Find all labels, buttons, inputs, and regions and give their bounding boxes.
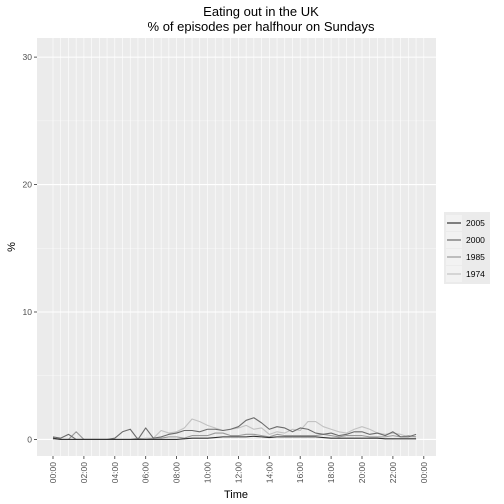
x-axis: 00:00 02:00 04:00 06:00 08:00 10:00 12:00 14:00… <box>48 456 429 483</box>
x-tick-label: 20:00 <box>357 462 367 484</box>
grid-major <box>37 38 436 456</box>
legend-label-1985: 1985 <box>466 252 485 262</box>
x-tick-label: 18:00 <box>326 462 336 484</box>
series-lines <box>52 417 417 440</box>
legend-label-1974: 1974 <box>466 269 485 279</box>
x-tick-label: 16:00 <box>295 462 305 484</box>
legend-label-2000: 2000 <box>466 235 485 245</box>
x-tick-label: 02:00 <box>79 462 89 484</box>
x-tick-label: 00:00 <box>48 462 58 484</box>
chart-subtitle: % of episodes per halfhour on Sundays <box>148 19 375 34</box>
y-axis-title: % <box>6 242 18 252</box>
series-line-2000 <box>52 417 417 440</box>
chart-title: Eating out in the UK <box>203 4 319 19</box>
x-axis-title: Time <box>224 489 248 501</box>
x-tick-label: 22:00 <box>388 462 398 484</box>
y-tick-label: 10 <box>23 307 33 317</box>
legend-label-2005: 2005 <box>466 218 485 228</box>
x-tick-label: 08:00 <box>172 462 182 484</box>
legend: 2005 2000 1985 1974 <box>444 212 490 284</box>
y-tick-label: 30 <box>23 52 33 62</box>
y-tick-label: 0 <box>27 434 32 444</box>
x-tick-label: 06:00 <box>141 462 151 484</box>
y-axis: 0 10 20 30 <box>23 52 37 444</box>
y-tick-label: 20 <box>23 180 33 190</box>
x-tick-label: 14:00 <box>264 462 274 484</box>
x-tick-label: 12:00 <box>233 462 243 484</box>
x-tick-label: 04:00 <box>110 462 120 484</box>
series-line-2005 <box>52 435 417 440</box>
x-tick-label: 10:00 <box>203 462 213 484</box>
x-tick-label: 00:00 <box>419 462 429 484</box>
plot-panel <box>37 38 436 456</box>
